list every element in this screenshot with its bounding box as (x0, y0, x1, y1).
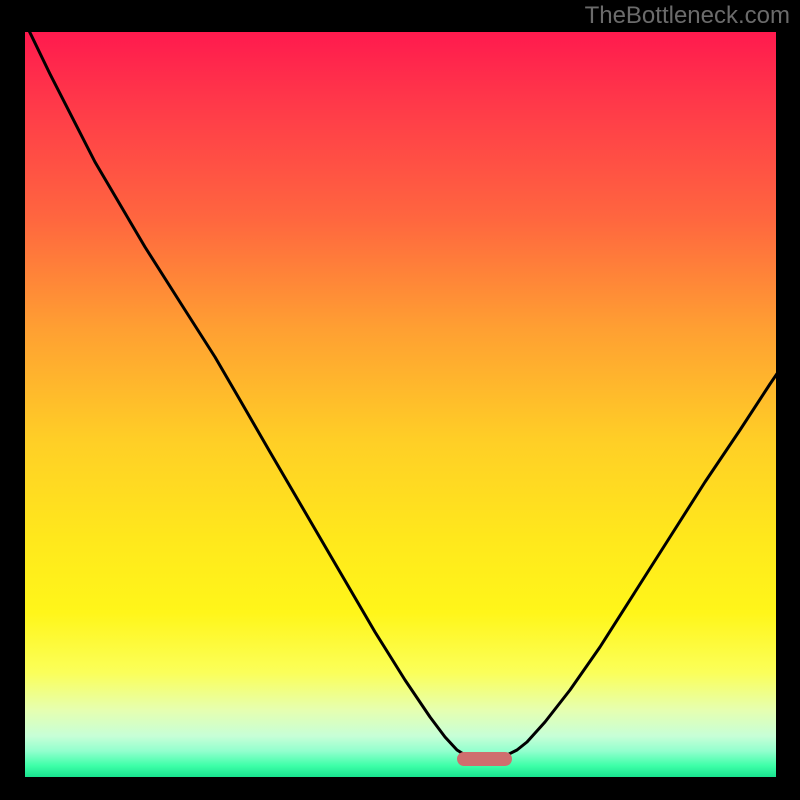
optimal-marker (457, 752, 512, 766)
watermark-text: TheBottleneck.com (585, 2, 790, 30)
plot-area (25, 32, 776, 777)
curve-path (25, 32, 776, 757)
chart-frame: TheBottleneck.com (0, 0, 800, 800)
bottleneck-curve (25, 32, 776, 777)
